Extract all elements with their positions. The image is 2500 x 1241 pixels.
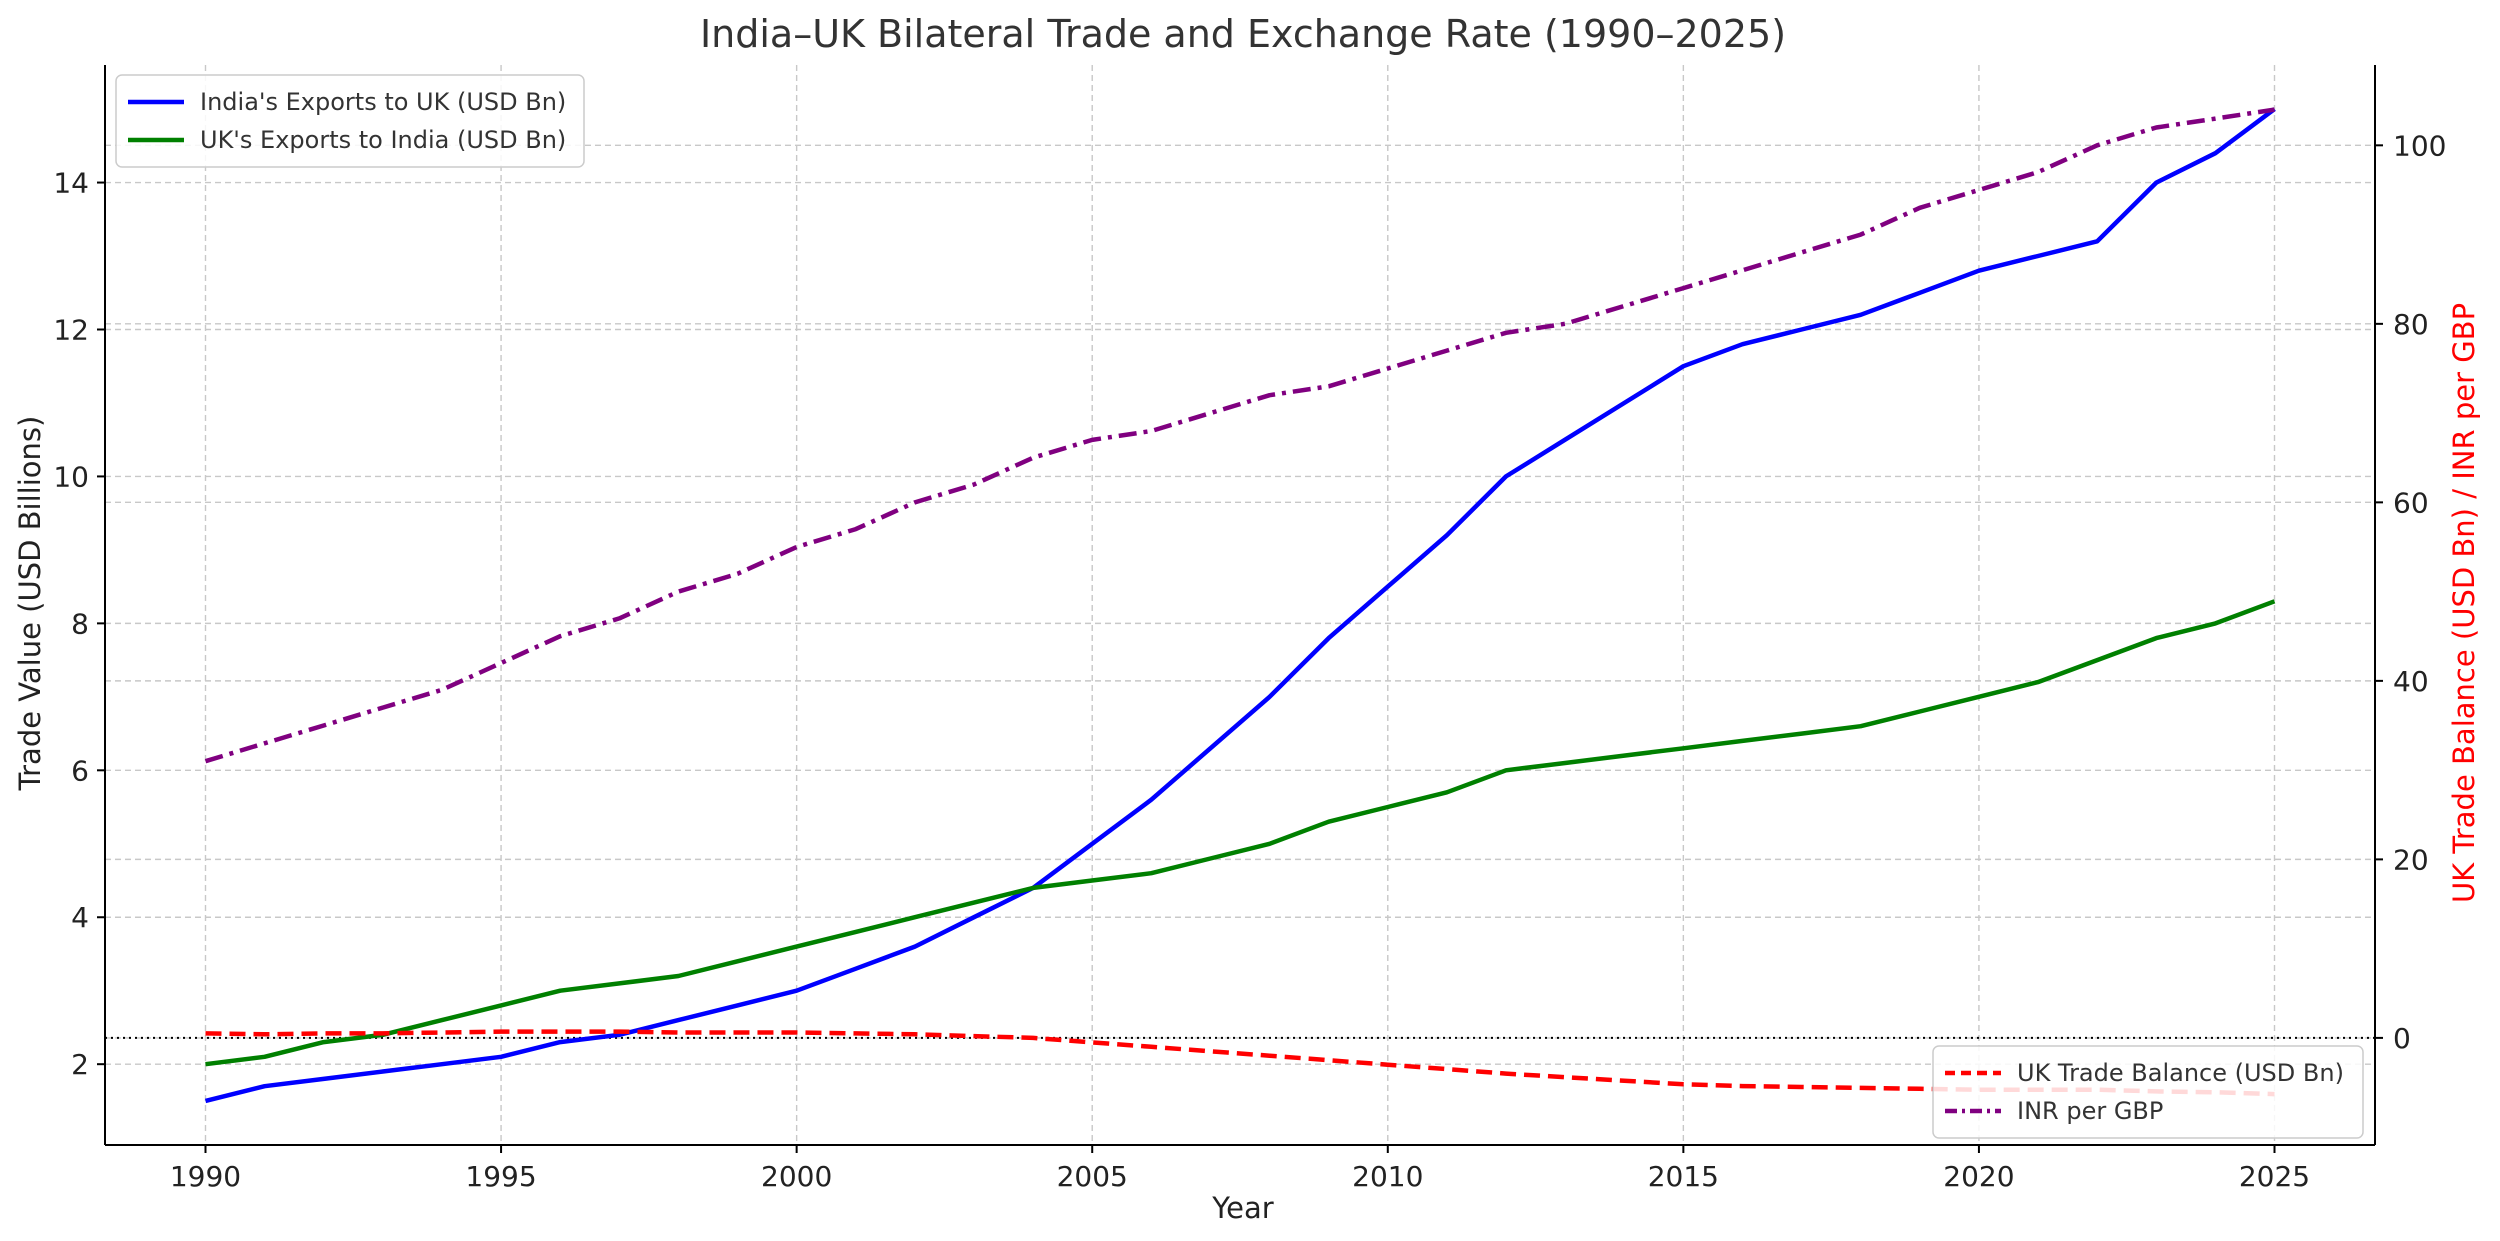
grid-lines [105, 65, 2375, 1145]
y-right-tick-label-0: 0 [2393, 1022, 2411, 1055]
x-tick-label-3: 2005 [1057, 1160, 1128, 1193]
left-series-1 [205, 599, 2276, 1067]
x-tick-label-7: 2025 [2239, 1160, 2310, 1193]
right-legend: UK Trade Balance (USD Bn) INR per GBP [1932, 1045, 2364, 1139]
left-legend-box [115, 74, 585, 168]
y-left-tick-label-2: 6 [71, 754, 89, 787]
y-right-tick-label-5: 100 [2393, 129, 2446, 162]
tick-labels: 1990 1995 2000 2005 2010 2015 2020 2025 2 4 6 8 10 12… [53, 129, 2446, 1193]
right-legend-label-0: UK Trade Balance (USD Bn) [2017, 1059, 2344, 1087]
y-axis-left-label: Trade Value (USD Billions) [13, 416, 47, 792]
y-left-tick-label-6: 14 [53, 167, 89, 200]
y-right-tick-label-1: 20 [2393, 843, 2429, 876]
x-tick-label-1: 1995 [465, 1160, 536, 1193]
axes [97, 65, 2383, 1153]
right-legend-label-1: INR per GBP [2017, 1097, 2163, 1125]
x-tick-label-0: 1990 [170, 1160, 241, 1193]
y-left-tick-label-0: 2 [71, 1048, 89, 1081]
y-left-tick-label-3: 8 [71, 607, 89, 640]
left-legend: India's Exports to UK (USD Bn) UK's Expor… [115, 74, 585, 168]
y-right-tick-label-2: 40 [2393, 665, 2429, 698]
y-right-tick-label-4: 80 [2393, 308, 2429, 341]
y-left-tick-label-5: 12 [53, 313, 89, 346]
left-series-0 [204, 107, 2276, 1104]
y-left-tick-label-4: 10 [53, 460, 89, 493]
y-left-tick-label-1: 4 [71, 901, 89, 934]
x-tick-label-2: 2000 [761, 1160, 832, 1193]
x-tick-label-4: 2010 [1352, 1160, 1423, 1193]
y-axis-right-label: UK Trade Balance (USD Bn) / INR per GBP [2447, 303, 2481, 903]
x-axis-label: Year [1211, 1191, 1273, 1225]
right-series-0 [205, 1029, 2275, 1097]
x-tick-label-5: 2015 [1648, 1160, 1719, 1193]
series-lines [105, 107, 2375, 1104]
x-tick-label-6: 2020 [1943, 1160, 2014, 1193]
legends: India's Exports to UK (USD Bn) UK's Expor… [115, 74, 2364, 1139]
y-right-tick-label-3: 60 [2393, 486, 2429, 519]
right-legend-box [1932, 1045, 2364, 1139]
right-series-1 [204, 107, 2275, 764]
chart-title: India–UK Bilateral Trade and Exchange Ra… [700, 12, 1786, 56]
left-legend-label-1: UK's Exports to India (USD Bn) [200, 126, 566, 154]
left-legend-label-0: India's Exports to UK (USD Bn) [200, 88, 566, 116]
